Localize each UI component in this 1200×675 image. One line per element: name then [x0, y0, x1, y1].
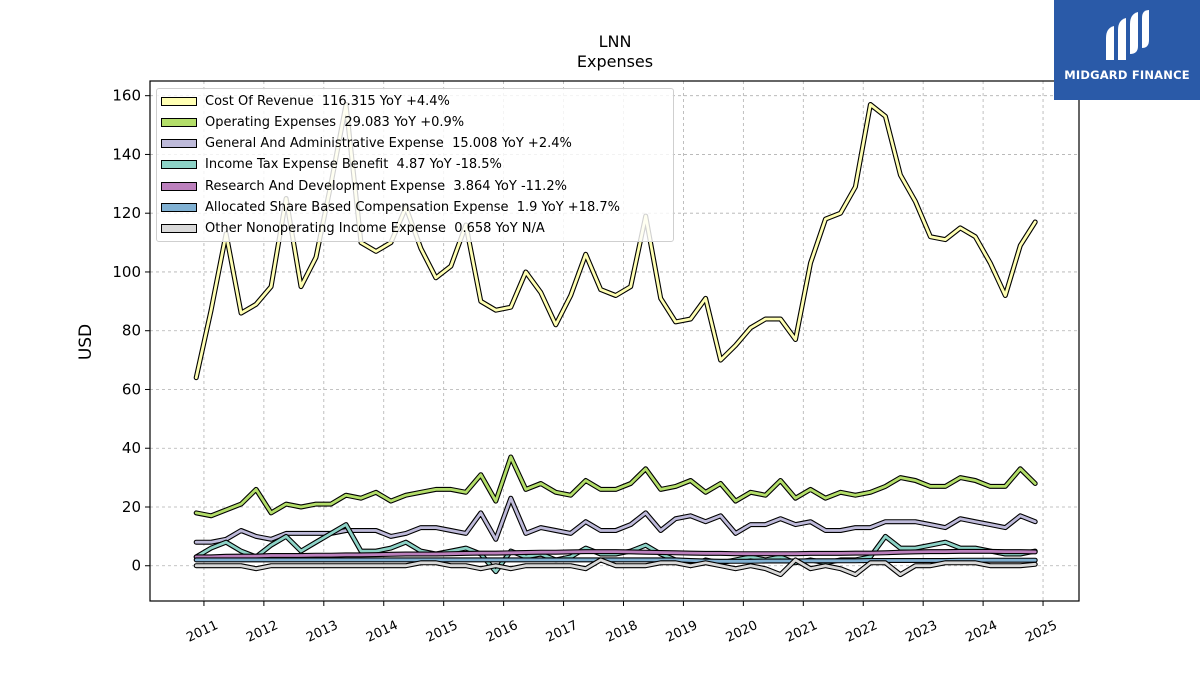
legend-swatch [161, 203, 197, 212]
chart-title: LNN [598, 32, 632, 51]
y-tick-label: 40 [122, 439, 141, 457]
legend-item: Income Tax Expense Benefit 4.87 YoY -18.… [161, 155, 502, 175]
series-line [194, 558, 1037, 563]
y-tick-label: 160 [112, 87, 141, 105]
x-tick-label: 2013 [304, 618, 340, 646]
x-tick-label: 2015 [424, 618, 460, 646]
legend-swatch [161, 96, 197, 106]
legend-item: Cost Of Revenue 116.315 YoY +4.4% [161, 91, 450, 111]
legend-label: Research And Development Expense 3.864 Y… [205, 178, 567, 194]
chart-subtitle: Expenses [576, 52, 654, 71]
x-tick-label: 2023 [904, 618, 940, 646]
series-outline [193, 454, 1038, 519]
x-tick-label: 2024 [963, 618, 999, 646]
brand-logo: MIDGARD FINANCE [1054, 0, 1200, 100]
y-tick-label: 20 [122, 498, 141, 516]
x-tick-label: 2022 [844, 618, 880, 646]
legend-swatch [161, 139, 197, 149]
logo-mark-icon [1106, 10, 1149, 60]
legend-label: Cost Of Revenue 116.315 YoY +4.4% [205, 93, 450, 109]
legend-label: Operating Expenses 29.083 YoY +0.9% [205, 114, 465, 130]
series-line [194, 558, 1037, 576]
legend-item: Allocated Share Based Compensation Expen… [161, 198, 620, 218]
legend-item: General And Administrative Expense 15.00… [161, 134, 572, 154]
x-tick-label: 2011 [184, 618, 220, 646]
plot-frame [149, 80, 1080, 602]
x-tick-label: 2018 [604, 618, 640, 646]
x-tick-label: 2021 [784, 618, 820, 646]
x-tick-label: 2019 [664, 618, 700, 646]
x-tick-label: 2025 [1023, 618, 1059, 646]
legend-swatch [161, 160, 197, 170]
chart-legend: Cost Of Revenue 116.315 YoY +4.4% Operati… [156, 88, 674, 242]
legend-label: Allocated Share Based Compensation Expen… [205, 200, 620, 215]
x-tick-label: 2014 [364, 618, 400, 646]
y-axis-ticks: 0 20 40 60 80 100 120 140 160 [112, 87, 150, 575]
x-axis-ticks: 2011 2012 2013 2014 2015 2016 2017 2018 2019 2020… [184, 601, 1060, 646]
legend-label: Income Tax Expense Benefit 4.87 YoY -18.… [205, 157, 502, 173]
y-tick-label: 140 [112, 145, 141, 163]
y-tick-label: 0 [131, 557, 141, 575]
x-tick-label: 2020 [724, 618, 760, 646]
y-tick-label: 100 [112, 263, 141, 281]
legend-item: Other Nonoperating Income Expense 0.658 … [161, 219, 545, 239]
legend-item: Operating Expenses 29.083 YoY +0.9% [161, 112, 464, 132]
legend-label: General And Administrative Expense 15.00… [205, 136, 572, 152]
brand-name: MIDGARD FINANCE [1064, 68, 1190, 82]
y-axis-label: USD [76, 324, 96, 360]
x-tick-label: 2017 [544, 618, 580, 646]
series-line [194, 550, 1037, 559]
series-line [194, 455, 1037, 518]
legend-label: Other Nonoperating Income Expense 0.658 … [205, 221, 545, 237]
legend-swatch [161, 224, 197, 234]
series-lines [193, 102, 1038, 578]
y-tick-label: 80 [122, 322, 141, 340]
legend-swatch [161, 181, 197, 191]
x-tick-label: 2012 [244, 618, 280, 646]
y-tick-label: 120 [112, 204, 141, 222]
legend-swatch [161, 117, 197, 127]
x-tick-label: 2016 [484, 618, 520, 646]
legend-item: Research And Development Expense 3.864 Y… [161, 176, 567, 196]
y-tick-label: 60 [122, 380, 141, 398]
